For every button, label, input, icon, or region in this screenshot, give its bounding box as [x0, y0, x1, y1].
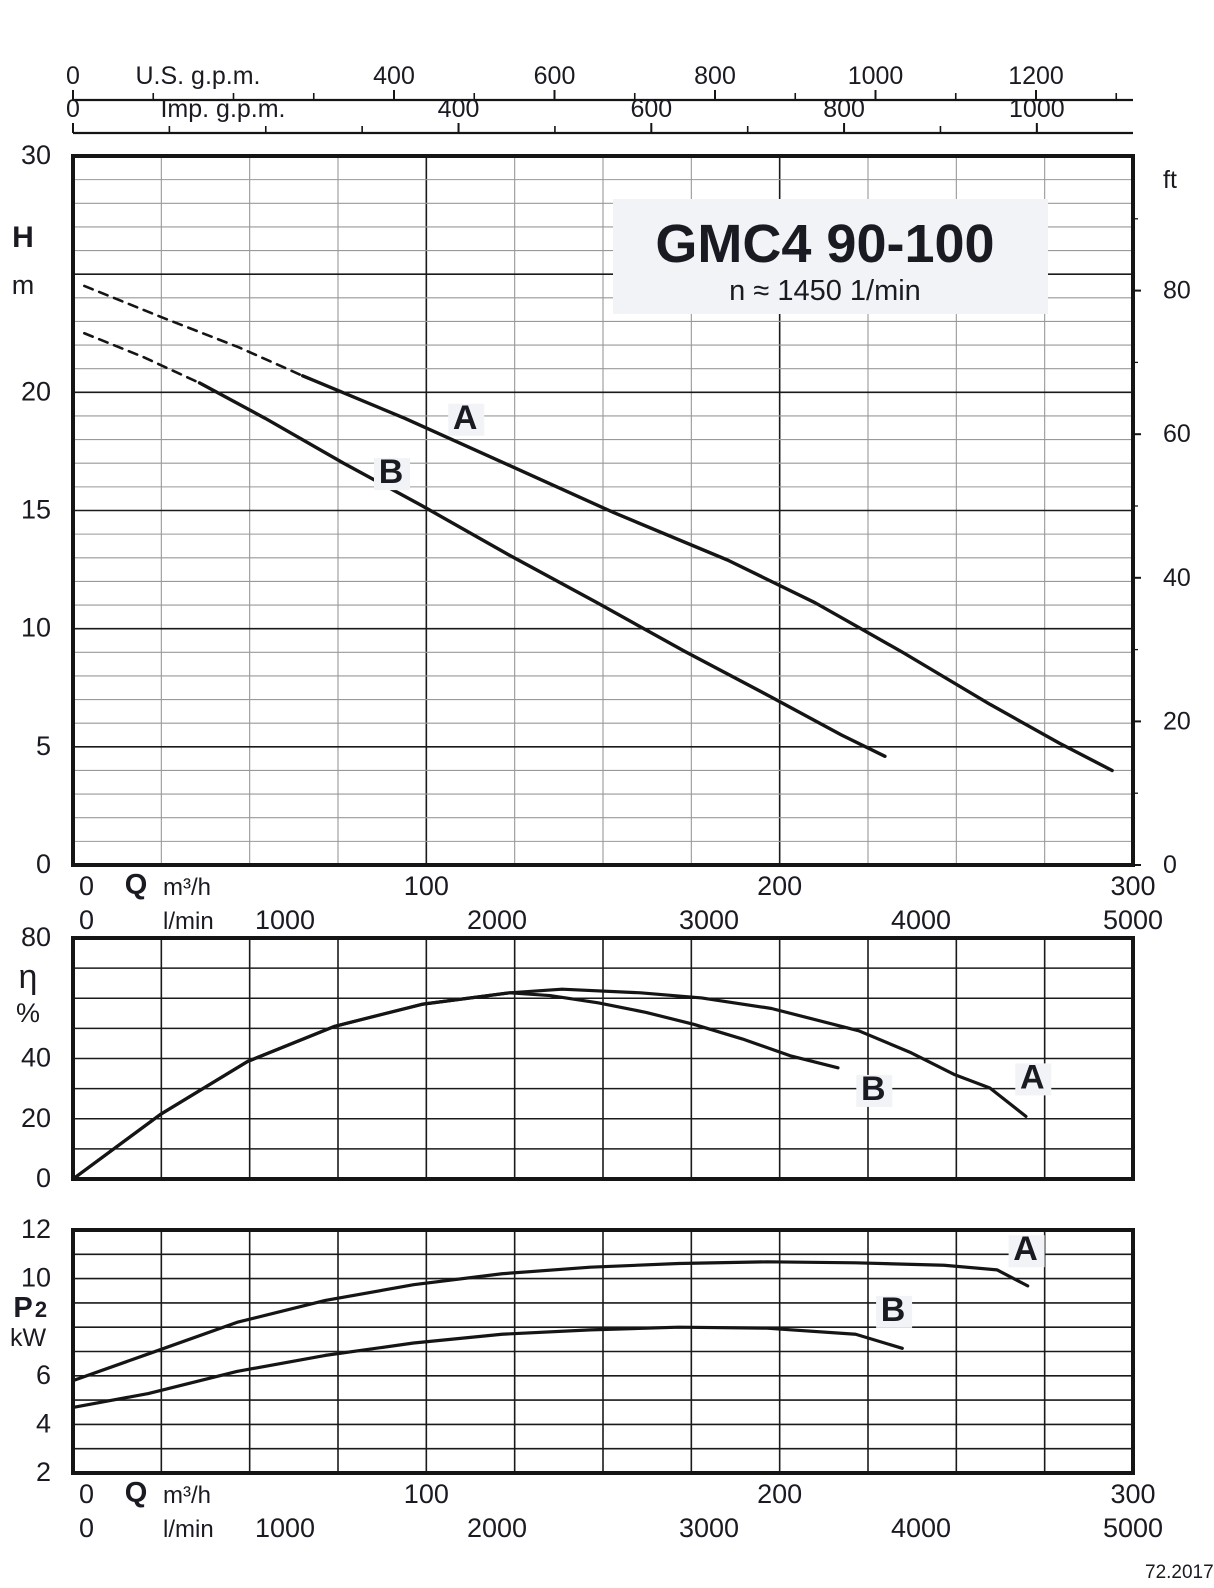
svg-text:5000: 5000 [1103, 905, 1163, 935]
svg-text:A: A [1020, 1058, 1045, 1096]
svg-text:B: B [379, 453, 404, 491]
svg-text:400: 400 [373, 62, 415, 90]
svg-text:0: 0 [79, 871, 94, 901]
svg-text:200: 200 [757, 871, 802, 901]
svg-text:U.S. g.p.m.: U.S. g.p.m. [135, 62, 260, 90]
svg-text:1000: 1000 [255, 1513, 315, 1543]
svg-text:Imp. g.p.m.: Imp. g.p.m. [160, 95, 285, 123]
svg-text:0: 0 [36, 849, 51, 879]
svg-text:m³/h: m³/h [163, 1482, 211, 1509]
svg-text:kW: kW [10, 1324, 47, 1352]
svg-text:5: 5 [36, 731, 51, 761]
svg-text:20: 20 [21, 376, 51, 406]
svg-text:l/min: l/min [163, 1516, 214, 1543]
svg-text:0: 0 [1163, 851, 1177, 879]
svg-text:12: 12 [21, 1214, 51, 1244]
svg-text:4000: 4000 [891, 1513, 951, 1543]
svg-text:%: % [16, 998, 40, 1028]
svg-text:ft: ft [1163, 166, 1177, 194]
svg-text:20: 20 [21, 1103, 51, 1133]
svg-text:0: 0 [79, 905, 94, 935]
svg-text:2: 2 [36, 1457, 51, 1487]
svg-text:0: 0 [79, 1479, 94, 1509]
svg-text:100: 100 [404, 1479, 449, 1509]
svg-text:600: 600 [534, 62, 576, 90]
svg-text:0: 0 [66, 95, 80, 123]
svg-text:0: 0 [66, 62, 80, 90]
svg-text:800: 800 [694, 62, 736, 90]
svg-text:0: 0 [36, 1163, 51, 1193]
svg-text:80: 80 [1163, 277, 1191, 305]
svg-text:300: 300 [1110, 871, 1155, 901]
svg-text:H: H [12, 221, 34, 254]
svg-text:1200: 1200 [1008, 62, 1064, 90]
svg-text:3000: 3000 [679, 1513, 739, 1543]
svg-text:B: B [881, 1291, 906, 1329]
svg-text:72.2017: 72.2017 [1145, 1562, 1214, 1583]
svg-text:20: 20 [1163, 707, 1191, 735]
svg-text:B: B [861, 1070, 886, 1108]
svg-text:A: A [1013, 1230, 1038, 1268]
svg-text:400: 400 [438, 95, 480, 123]
svg-text:m: m [12, 270, 35, 300]
svg-text:2: 2 [35, 1297, 47, 1322]
svg-text:3000: 3000 [679, 905, 739, 935]
svg-text:40: 40 [1163, 564, 1191, 592]
svg-text:200: 200 [757, 1479, 802, 1509]
svg-text:m³/h: m³/h [163, 874, 211, 901]
svg-text:GMC4 90-100: GMC4 90-100 [655, 214, 994, 274]
svg-text:1000: 1000 [255, 905, 315, 935]
svg-text:1000: 1000 [1009, 95, 1065, 123]
svg-text:15: 15 [21, 495, 51, 525]
svg-text:2000: 2000 [467, 1513, 527, 1543]
svg-text:800: 800 [823, 95, 865, 123]
svg-text:0: 0 [79, 1513, 94, 1543]
svg-text:300: 300 [1110, 1479, 1155, 1509]
svg-text:4: 4 [36, 1408, 51, 1438]
svg-text:40: 40 [21, 1043, 51, 1073]
svg-text:l/min: l/min [163, 908, 214, 935]
svg-text:Q: Q [125, 1477, 148, 1509]
svg-text:n ≈ 1450 1/min: n ≈ 1450 1/min [729, 275, 921, 307]
svg-text:A: A [453, 399, 478, 437]
svg-text:600: 600 [630, 95, 672, 123]
svg-text:60: 60 [1163, 420, 1191, 448]
svg-text:6: 6 [36, 1360, 51, 1390]
svg-text:30: 30 [21, 140, 51, 170]
svg-text:4000: 4000 [891, 905, 951, 935]
svg-text:10: 10 [21, 613, 51, 643]
svg-text:100: 100 [404, 871, 449, 901]
svg-text:1000: 1000 [848, 62, 904, 90]
svg-text:5000: 5000 [1103, 1513, 1163, 1543]
svg-text:10: 10 [21, 1263, 51, 1293]
svg-text:Q: Q [125, 869, 148, 901]
svg-text:η: η [19, 958, 38, 996]
svg-text:2000: 2000 [467, 905, 527, 935]
svg-text:P: P [13, 1292, 32, 1324]
svg-text:80: 80 [21, 922, 51, 952]
